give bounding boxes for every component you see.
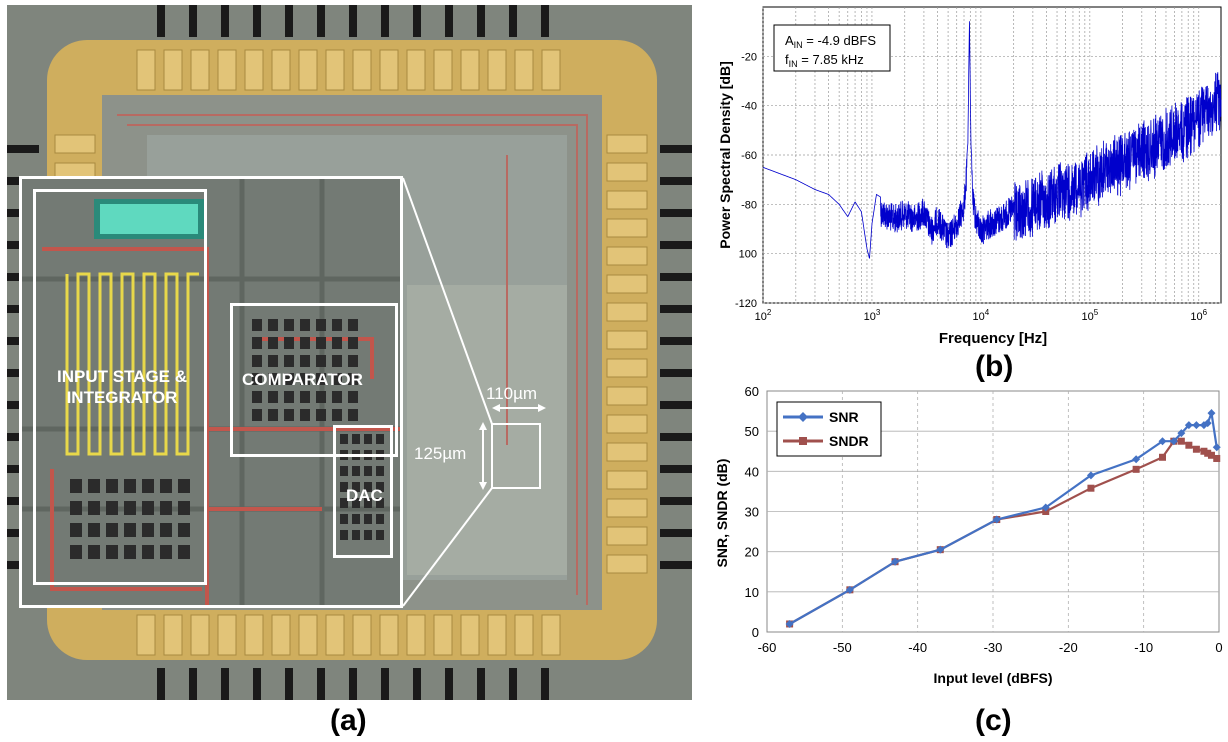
snr-point [992,515,1001,524]
snr-point [1212,443,1221,452]
snr-point [1199,421,1208,430]
snr-chart: 0 10 20 30 40 50 60 -60 -50 -40 -30 -20 -10 0 SNR SN… [714,385,1223,686]
snr-point [936,545,945,554]
snr-xtick-label: -20 [1059,640,1078,655]
psd-ytick-label: -120 [735,298,757,310]
psd-xtick-label: 106 [1190,308,1207,323]
caption-b: (b) [975,350,1014,383]
psd-xtick-label: 105 [1081,308,1098,323]
sndr-point [1042,508,1050,515]
sndr-point [1177,437,1185,445]
psd-xtick-label: 102 [755,308,772,323]
inset-magnified [19,176,403,608]
input-stage-label-line2: INTEGRATOR [66,388,178,407]
dac-box [333,425,393,558]
height-dimension-label: 125µm [414,444,467,463]
psd-annotation-frequency: fIN = 7.85 kHz [785,52,864,69]
snr-point [1203,419,1212,428]
psd-ylabel: Power Spectral Density [dB] [717,61,733,249]
snr-xtick-label: -30 [984,640,1003,655]
sndr-point [1185,441,1193,449]
psd-xtick-label: 103 [864,308,881,323]
snr-xtick-label: 0 [1215,640,1222,655]
snr-point [1169,437,1178,446]
legend-sndr: SNDR [829,433,869,449]
input-stage-box [33,189,207,585]
psd-annotation-box [773,24,891,72]
snr-ytick-label: 30 [745,505,759,520]
snr-ylabel: SNR, SNDR (dB) [714,459,730,568]
dac-label: DAC [346,486,383,505]
snr-point [1086,471,1095,480]
snr-xtick-label: -10 [1134,640,1153,655]
sndr-point [1087,484,1095,492]
legend-snr: SNR [829,409,859,425]
sndr-point [1132,465,1140,473]
input-stage-label-line1: INPUT STAGE & [56,367,188,386]
snr-point [1041,503,1050,512]
snr-xtick-label: -60 [758,640,777,655]
snr-point [891,557,900,566]
sndr-point [1192,445,1200,453]
snr-ytick-label: 20 [745,545,759,560]
caption-c: (c) [975,704,1012,737]
comparator-box [230,303,398,457]
snr-xlabel: Input level (dBFS) [934,670,1053,686]
psd-annotation-amplitude: AIN = -4.9 dBFS [785,33,876,50]
snr-point [845,585,854,594]
psd-xtick-label: 104 [973,308,990,323]
inset-drawing [22,179,400,605]
psd-series-line [762,21,1222,260]
psd-ytick-label: 100 [739,249,757,261]
snr-ytick-label: 60 [745,385,759,399]
psd-ytick-label: -80 [741,199,757,211]
snr-point [1207,409,1216,418]
psd-xlabel: Frequency [Hz] [939,330,1047,347]
sndr-point [1213,454,1221,462]
snr-ytick-label: 40 [745,464,759,479]
snr-point [1177,429,1186,438]
snr-point [1132,455,1141,464]
snr-point [1158,437,1167,446]
snr-xtick-label: -40 [908,640,927,655]
sndr-point [1159,453,1166,461]
snr-point [1192,421,1201,430]
psd-ytick-label: -40 [741,101,757,113]
psd-chart: -20 -40 -60 -80 100 -120 102 103 104 105 106 AIN … [717,6,1222,347]
snr-point [1184,421,1193,430]
psd-ytick-label: -60 [741,150,757,162]
sndr-point [1200,447,1208,455]
zoom-lines [402,177,546,607]
input-stage-label: INPUT STAGE & INTEGRATOR [42,366,202,408]
width-dimension-label: 110µm [486,384,538,403]
comparator-label: COMPARATOR [242,370,363,389]
caption-a: (a) [330,704,367,737]
sndr-point [1204,449,1212,457]
snr-point [785,619,794,628]
sndr-point [1207,451,1215,459]
snr-legend: SNR SNDR [776,401,882,457]
snr-ytick-label: 50 [745,424,759,439]
snr-ytick-label: 10 [745,585,759,600]
snr-ytick-label: 0 [752,625,759,640]
snr-xtick-label: -50 [833,640,852,655]
psd-ytick-label: -20 [741,51,757,63]
